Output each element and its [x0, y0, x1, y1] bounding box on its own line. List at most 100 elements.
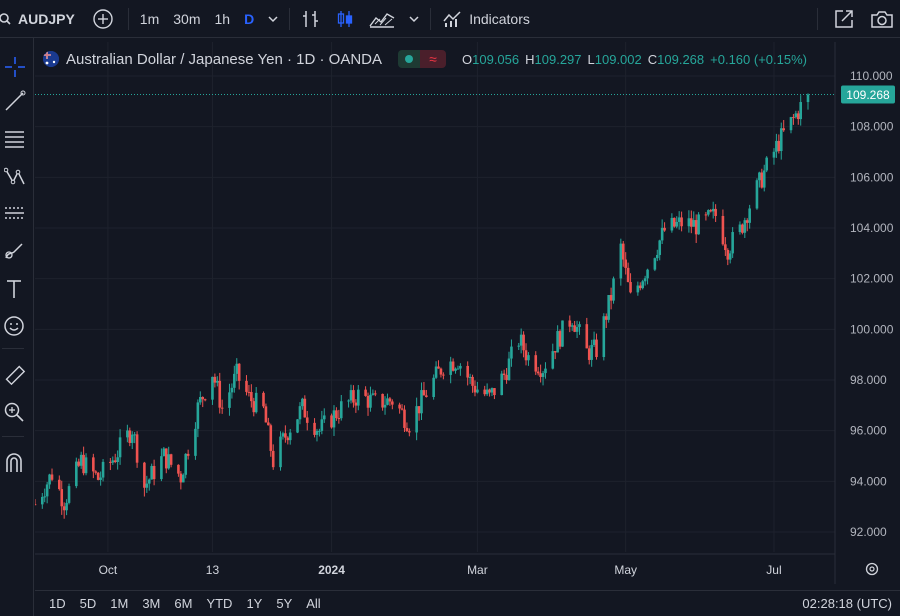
candle-down: [271, 444, 275, 470]
price-tick-label: 106.000: [850, 170, 894, 184]
candle-body: [459, 365, 462, 369]
candle-down: [82, 446, 85, 476]
candle-down: [536, 366, 540, 376]
emoji-tool[interactable]: [0, 311, 30, 341]
chevron-down-icon: [409, 15, 419, 22]
australia-flag-icon: [43, 51, 59, 67]
range-5d[interactable]: 5D: [79, 596, 97, 611]
interval-1m[interactable]: 1m: [139, 10, 160, 27]
candle-up: [765, 156, 768, 173]
candle-up: [459, 363, 462, 376]
toolbar-divider: [430, 7, 432, 30]
candle-body: [578, 324, 581, 328]
candle-up: [556, 325, 559, 353]
candle-up: [296, 419, 299, 434]
ruler-tool[interactable]: [0, 360, 30, 390]
candle-body: [536, 371, 540, 374]
utc-clock[interactable]: 02:28:18 (UTC): [802, 596, 892, 611]
candle-up: [48, 473, 51, 489]
range-6m[interactable]: 6M: [174, 596, 193, 611]
settings-icon[interactable]: [865, 562, 879, 576]
candle-down: [442, 372, 445, 380]
candle-style-button[interactable]: [328, 0, 362, 38]
last-price-badge[interactable]: [841, 85, 895, 104]
candle-up: [254, 387, 258, 414]
candle-body: [135, 434, 139, 463]
candle-down: [534, 351, 538, 375]
candle-body: [301, 398, 304, 407]
share-button[interactable]: [822, 0, 866, 38]
crosshair-tool[interactable]: [0, 52, 30, 82]
brush-tool[interactable]: [0, 236, 30, 266]
candle-up: [45, 481, 49, 504]
candle-up: [43, 488, 47, 503]
snapshot-button[interactable]: [866, 0, 900, 38]
candle-down: [624, 252, 627, 275]
candle-body: [607, 295, 610, 320]
time-axis[interactable]: Oct 13 2024 Mar May Jul: [35, 553, 879, 577]
market-status[interactable]: ≈: [398, 50, 446, 68]
fib-tool[interactable]: [0, 124, 30, 154]
projection-tool[interactable]: [0, 198, 30, 228]
price-axis[interactable]: 92.000 94.000 96.000 98.000 100.000 102.000 10…: [834, 42, 894, 584]
candle-body: [364, 389, 367, 396]
interval-dropdown-button[interactable]: [261, 0, 285, 38]
candle-body: [558, 331, 562, 347]
range-1m[interactable]: 1M: [110, 596, 129, 611]
range-ytd[interactable]: YTD: [206, 596, 233, 611]
symbol-search-button[interactable]: AUDJPY: [0, 0, 82, 38]
candle-body: [220, 407, 224, 409]
candle-body: [262, 392, 265, 407]
interval-d[interactable]: D: [244, 10, 255, 27]
trendline-tool[interactable]: [0, 86, 30, 116]
candle-down: [143, 461, 146, 497]
candle-body: [169, 454, 173, 465]
candle-up: [517, 342, 521, 351]
zoom-tool[interactable]: [0, 398, 30, 428]
candle-up: [162, 446, 166, 457]
candle-body: [403, 409, 406, 428]
candle-down: [595, 333, 598, 360]
pattern-tool[interactable]: [0, 162, 30, 192]
candle-up: [619, 238, 623, 286]
magnet-tool[interactable]: [0, 448, 30, 478]
bar-style-button[interactable]: [294, 0, 328, 38]
candle-down: [680, 211, 683, 232]
candle-body: [602, 316, 606, 358]
range-5y[interactable]: 5Y: [276, 596, 293, 611]
candle-body: [296, 419, 299, 433]
candle-up: [641, 279, 645, 290]
candle-down: [403, 405, 406, 433]
area-style-button[interactable]: [362, 0, 402, 38]
chart-style-dropdown-button[interactable]: [402, 0, 426, 38]
interval-1h[interactable]: 1h: [214, 10, 231, 27]
candle-up: [228, 383, 231, 416]
candle-body: [58, 479, 61, 490]
candle-down: [391, 399, 394, 410]
compare-button[interactable]: [82, 0, 124, 38]
range-1y[interactable]: 1Y: [246, 596, 263, 611]
candle-down: [777, 134, 781, 154]
interval-30m[interactable]: 30m: [173, 10, 201, 27]
candle-up: [230, 383, 234, 399]
text-tool[interactable]: [0, 274, 30, 304]
add-circle-icon: [93, 8, 113, 29]
chart-pane[interactable]: 92.000 94.000 96.000 98.000 100.000 102.000 10…: [33, 42, 900, 584]
candle-body: [449, 361, 452, 375]
range-all[interactable]: All: [306, 596, 321, 611]
range-1d[interactable]: 1D: [49, 596, 66, 611]
candle-body: [638, 285, 642, 289]
symbol-title[interactable]: Australian Dollar / Japanese Yen · 1D · …: [66, 50, 382, 68]
candle-down: [522, 331, 525, 358]
candle-body: [425, 395, 428, 398]
candle-up: [775, 133, 778, 158]
candle-body: [152, 465, 156, 480]
candle-up: [167, 446, 170, 470]
toolbar-divider: [127, 7, 129, 30]
candle-body: [493, 388, 496, 396]
range-3m[interactable]: 3M: [142, 596, 161, 611]
candlestick-chart[interactable]: 92.000 94.000 96.000 98.000 100.000 102.000 10…: [33, 42, 900, 584]
toolbar-divider: [2, 348, 24, 349]
candle-body: [524, 350, 528, 361]
indicators-button[interactable]: Indicators: [435, 0, 537, 38]
